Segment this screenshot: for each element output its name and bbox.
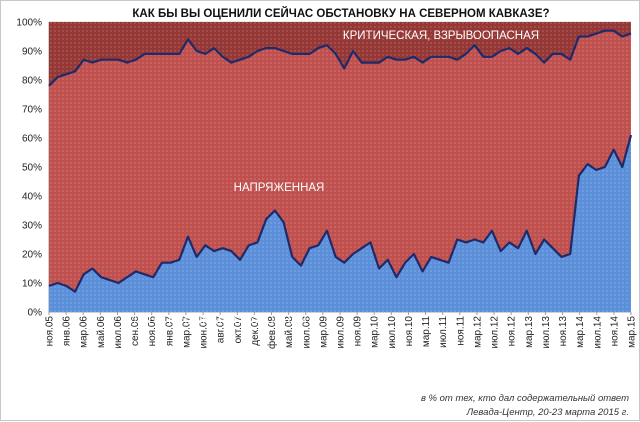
x-tick-label: ноя.09	[353, 316, 364, 347]
y-tick-label: 60%	[22, 134, 42, 145]
x-tick-label: мар.13	[524, 316, 535, 348]
x-tick-label: ноя.14	[609, 316, 620, 347]
y-tick-label: 10%	[22, 279, 42, 290]
x-tick-label: дек.07	[250, 316, 261, 346]
x-tick-label: ноя.13	[558, 316, 569, 347]
area-tense-texture	[49, 30, 631, 292]
boundary-line-calm	[48, 134, 633, 293]
y-tick-label: 50%	[22, 163, 42, 174]
x-tick-label: фев.08	[266, 316, 278, 349]
y-tick-label: 90%	[22, 47, 42, 58]
series-label-tense: НАПРЯЖЕННАЯ	[234, 182, 325, 194]
area-series	[48, 22, 633, 312]
x-axis-ticks: ноя.05 янв.06 мар.06 май.06 июл.06 сен.06 ноя.…	[45, 312, 638, 349]
x-tick-label: ноя.05	[45, 316, 56, 347]
x-tick-label: июл.06	[113, 316, 124, 349]
x-tick-label: мар.10	[370, 316, 381, 348]
x-tick-label: мар.06	[79, 316, 90, 348]
y-tick-label: 20%	[22, 250, 42, 261]
x-tick-label: июн.07	[199, 316, 210, 349]
area-critical-texture	[49, 22, 631, 86]
x-tick-label: ноя.06	[147, 316, 158, 347]
x-tick-label: июл.14	[592, 316, 603, 349]
series-label-critical: КРИТИЧЕСКАЯ, ВЗРЫВООПАСНАЯ	[343, 30, 539, 42]
x-tick-label: мар.15	[627, 316, 638, 348]
y-tick-label: 0%	[28, 308, 43, 319]
y-tick-label: 30%	[22, 221, 42, 232]
x-tick-label: июл.12	[490, 316, 501, 349]
x-tick-label: мар.12	[472, 316, 483, 348]
boundary-line-tense	[48, 29, 632, 87]
x-tick-label: сен.06	[130, 316, 141, 346]
area-calm-texture	[49, 135, 631, 312]
y-tick-label: 40%	[22, 192, 42, 203]
x-tick-label: мар.11	[421, 316, 432, 348]
x-tick-label: авг.07	[216, 316, 227, 344]
y-axis-ticks: 0% 10% 20% 30% 40% 50% 60% 70% 80% 90% 100%	[16, 18, 42, 319]
x-tick-label: июл.13	[541, 316, 552, 349]
x-tick-label: июл.10	[387, 316, 398, 349]
x-tick-label: июл.08	[301, 316, 312, 349]
series-label-calm: БЛАГОПОЛУЧНАЯ, СПОКОЙНАЯ	[125, 314, 306, 327]
y-tick-label: 100%	[16, 18, 42, 29]
x-tick-label: июл.11	[438, 316, 449, 348]
y-tick-label: 80%	[22, 76, 42, 87]
y-tick-label: 70%	[22, 105, 42, 116]
x-tick-label: мар.09	[318, 316, 329, 348]
x-tick-label: ноя.12	[507, 316, 518, 347]
x-tick-label: май.06	[96, 316, 107, 348]
x-tick-label: мар.14	[575, 316, 586, 348]
footnote-base: в % от тех, кто дал содержательный ответ	[421, 393, 629, 404]
series-labels: КРИТИЧЕСКАЯ, ВЗРЫВООПАСНАЯ НАПРЯЖЕННАЯ Б…	[125, 30, 539, 327]
x-tick-label: июл.09	[336, 316, 347, 349]
x-tick-label: окт.07	[233, 316, 244, 344]
x-tick-label: ноя.11	[455, 316, 466, 346]
x-tick-label: ноя.10	[404, 316, 415, 347]
x-tick-label: май.08	[284, 316, 295, 348]
x-tick-label: янв.07	[164, 316, 175, 347]
chart-title: КАК БЫ ВЫ ОЦЕНИЛИ СЕЙЧАС ОБСТАНОВКУ НА С…	[132, 7, 549, 20]
x-tick-label: мар.07	[181, 316, 192, 348]
footnote-source: Левада-Центр, 20-23 марта 2015 г.	[466, 407, 629, 418]
x-tick-label: янв.06	[62, 316, 73, 347]
